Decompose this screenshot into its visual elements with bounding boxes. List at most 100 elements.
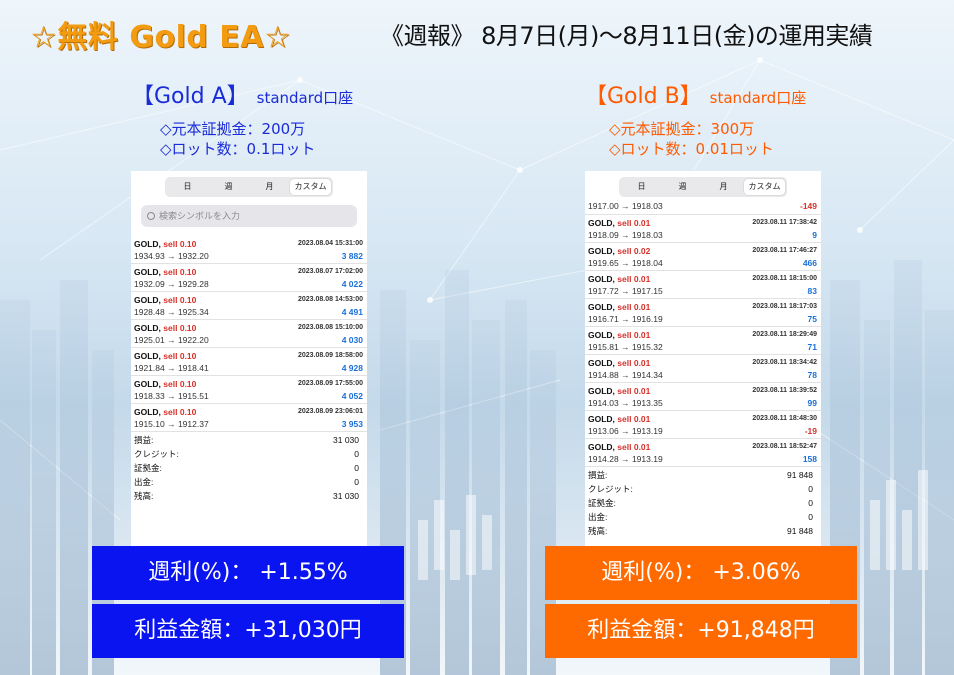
- trade-header: GOLD, sell 0.10: [134, 322, 363, 334]
- summary-row: クレジット: 0: [134, 447, 363, 461]
- table-row[interactable]: GOLD, sell 0.10 2023.08.09 17:55:00 1918.3…: [131, 376, 367, 404]
- tab-month[interactable]: 月: [719, 182, 728, 191]
- account-a-conditions: ◇元本証拠金：200万 ◇ロット数：0.1ロット: [160, 119, 315, 159]
- summary-label: 証拠金:: [134, 463, 162, 473]
- table-row[interactable]: GOLD, sell 0.10 2023.08.09 23:06:01 1915.1…: [131, 404, 367, 432]
- summary-label: 残高:: [134, 491, 154, 501]
- summary-value: 0: [808, 512, 813, 522]
- trade-profit: 99: [807, 398, 817, 408]
- trade-prices: 1915.81 → 1915.32: [588, 342, 663, 352]
- tab-custom[interactable]: カスタム: [290, 179, 331, 195]
- trade-symbol: GOLD,: [588, 386, 615, 396]
- trade-symbol: GOLD,: [134, 379, 161, 389]
- trade-prices: 1916.71 → 1916.19: [588, 314, 663, 324]
- trade-header: GOLD, sell 0.02: [588, 245, 817, 257]
- table-row[interactable]: GOLD, sell 0.01 2023.08.11 18:52:47 1914.2…: [585, 439, 821, 467]
- account-a-type: standard口座: [256, 89, 354, 107]
- trade-symbol: GOLD,: [134, 351, 161, 361]
- table-row[interactable]: GOLD, sell 0.01 2023.08.11 18:15:00 1917.7…: [585, 271, 821, 299]
- tab-week[interactable]: 週: [224, 182, 233, 191]
- trade-profit: 3 953: [341, 419, 363, 429]
- trade-prices: 1915.10 → 1912.37: [134, 419, 209, 429]
- tab-day[interactable]: 日: [183, 182, 192, 191]
- trade-prices: 1934.93 → 1932.20: [134, 251, 209, 261]
- account-b-lot: ◇ロット数：0.01ロット: [609, 140, 774, 158]
- trade-header: GOLD, sell 0.10: [134, 294, 363, 306]
- summary-row: 証拠金: 0: [588, 496, 817, 510]
- trade-side: sell 0.01: [617, 302, 651, 312]
- trade-profit: 83: [807, 286, 817, 296]
- trade-time: 2023.08.11 18:52:47: [752, 443, 817, 450]
- trade-profit: 9: [812, 230, 817, 240]
- trade-prices: 1918.09 → 1918.03: [588, 230, 663, 240]
- trade-header: GOLD, sell 0.01: [588, 441, 817, 453]
- account-summary: 損益: 91 848 クレジット: 0 証拠金: 0 出金: 0 残高: 91 848: [585, 467, 821, 538]
- trade-time: 2023.08.11 18:48:30: [752, 415, 817, 422]
- trade-profit: 466: [802, 258, 817, 268]
- page-title: ☆無料 Gold EA☆: [30, 20, 292, 55]
- summary-label: 証拠金:: [588, 498, 616, 508]
- account-a-heading: 【Gold A】 standard口座: [132, 78, 353, 110]
- trade-side: sell 0.10: [163, 379, 197, 389]
- trade-prices: 1917.00 → 1918.03: [588, 201, 663, 211]
- period-segmented-control: 日 週 月 カスタム: [165, 177, 333, 197]
- table-row[interactable]: GOLD, sell 0.10 2023.08.08 14:53:00 1928.4…: [131, 292, 367, 320]
- trade-symbol: GOLD,: [588, 414, 615, 424]
- account-b-heading: 【Gold B】 standard口座: [585, 78, 806, 110]
- summary-row: 残高: 31 030: [134, 489, 363, 503]
- account-b-margin: ◇元本証拠金：300万: [609, 120, 755, 138]
- table-row[interactable]: GOLD, sell 0.10 2023.08.09 18:58:00 1921.8…: [131, 348, 367, 376]
- trade-time: 2023.08.07 17:02:00: [298, 268, 363, 275]
- account-b-name: 【Gold B】: [585, 84, 702, 109]
- table-row[interactable]: GOLD, sell 0.01 2023.08.11 17:38:42 1918.0…: [585, 215, 821, 243]
- table-row-partial[interactable]: 1917.00 → 1918.03 -149: [585, 197, 821, 215]
- trade-prices: 1914.03 → 1913.35: [588, 398, 663, 408]
- trade-side: sell 0.10: [163, 295, 197, 305]
- table-row[interactable]: GOLD, sell 0.10 2023.08.04 15:31:00 1934.9…: [131, 236, 367, 264]
- trade-header: GOLD, sell 0.10: [134, 406, 363, 418]
- table-row[interactable]: GOLD, sell 0.01 2023.08.11 18:17:03 1916.7…: [585, 299, 821, 327]
- tab-month[interactable]: 月: [265, 182, 274, 191]
- table-row[interactable]: GOLD, sell 0.01 2023.08.11 18:34:42 1914.8…: [585, 355, 821, 383]
- summary-label: クレジット:: [588, 484, 633, 494]
- trade-profit: 4 022: [341, 279, 363, 289]
- summary-label: 出金:: [588, 512, 608, 522]
- trade-symbol: GOLD,: [588, 442, 615, 452]
- account-summary: 損益: 31 030 クレジット: 0 証拠金: 0 出金: 0 残高: 31 030: [131, 432, 367, 503]
- tab-day[interactable]: 日: [637, 182, 646, 191]
- trade-symbol: GOLD,: [134, 295, 161, 305]
- summary-value: 0: [354, 477, 359, 487]
- table-row[interactable]: GOLD, sell 0.10 2023.08.08 15:10:00 1925.0…: [131, 320, 367, 348]
- trade-header: GOLD, sell 0.01: [588, 301, 817, 313]
- trade-time: 2023.08.11 17:38:42: [752, 219, 817, 226]
- trade-symbol: GOLD,: [134, 267, 161, 277]
- symbol-search-input[interactable]: 検索シンボルを入力: [141, 205, 357, 227]
- trade-symbol: GOLD,: [134, 407, 161, 417]
- trade-profit: 3 882: [341, 251, 363, 261]
- table-row[interactable]: GOLD, sell 0.01 2023.08.11 18:48:30 1913.0…: [585, 411, 821, 439]
- table-row[interactable]: GOLD, sell 0.01 2023.08.11 18:39:52 1914.0…: [585, 383, 821, 411]
- trade-prices: 1925.01 → 1922.20: [134, 335, 209, 345]
- summary-row: 出金: 0: [588, 510, 817, 524]
- trade-profit: 4 928: [341, 363, 363, 373]
- trade-prices: 1932.09 → 1929.28: [134, 279, 209, 289]
- trade-profit: -149: [799, 201, 817, 211]
- table-row[interactable]: GOLD, sell 0.01 2023.08.11 18:29:49 1915.8…: [585, 327, 821, 355]
- summary-label: 残高:: [588, 526, 608, 536]
- trade-list: GOLD, sell 0.10 2023.08.04 15:31:00 1934.9…: [131, 236, 367, 432]
- table-row[interactable]: GOLD, sell 0.10 2023.08.07 17:02:00 1932.0…: [131, 264, 367, 292]
- trade-header: GOLD, sell 0.01: [588, 357, 817, 369]
- account-a-history-screenshot: 日 週 月 カスタム 検索シンボルを入力 GOLD, sell 0.10 2023…: [131, 171, 367, 546]
- trade-prices: 1914.28 → 1913.19: [588, 454, 663, 464]
- trade-list: GOLD, sell 0.01 2023.08.11 17:38:42 1918.0…: [585, 215, 821, 467]
- trade-header: GOLD, sell 0.01: [588, 413, 817, 425]
- period-segmented-control: 日 週 月 カスタム: [619, 177, 787, 197]
- trade-header: GOLD, sell 0.01: [588, 385, 817, 397]
- trade-header: GOLD, sell 0.10: [134, 350, 363, 362]
- table-row[interactable]: GOLD, sell 0.02 2023.08.11 17:46:27 1919.6…: [585, 243, 821, 271]
- summary-value: 0: [808, 498, 813, 508]
- trade-time: 2023.08.08 15:10:00: [298, 324, 363, 331]
- tab-week[interactable]: 週: [678, 182, 687, 191]
- trade-profit: 78: [807, 370, 817, 380]
- tab-custom[interactable]: カスタム: [744, 179, 785, 195]
